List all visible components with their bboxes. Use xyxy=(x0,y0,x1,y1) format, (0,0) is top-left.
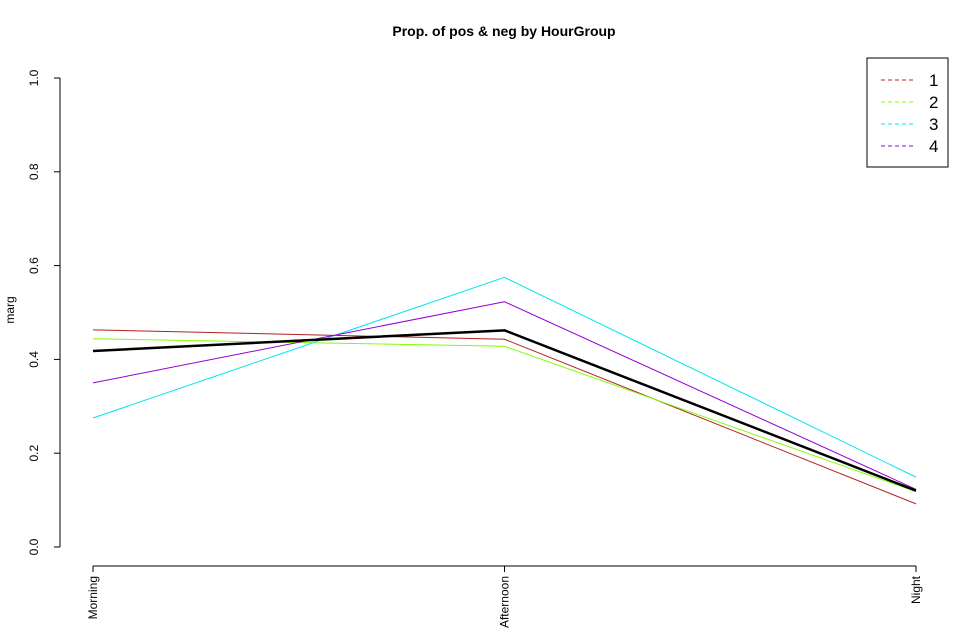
y-axis-title: marg xyxy=(3,296,17,323)
y-tick-label: 0.4 xyxy=(27,351,41,368)
series-line-2 xyxy=(92,338,917,493)
legend-label: 2 xyxy=(929,93,938,112)
legend: 1 2 3 4 xyxy=(866,57,949,168)
series-line-3 xyxy=(92,276,917,478)
legend-label: 1 xyxy=(929,71,938,90)
x-tick-label: Afternoon xyxy=(498,576,512,628)
series-line-4 xyxy=(92,301,917,490)
legend-box xyxy=(866,57,949,168)
x-tick-label: Night xyxy=(909,575,923,604)
y-tick-label: 1.0 xyxy=(27,69,41,86)
y-tick-label: 0.8 xyxy=(27,163,41,180)
y-tick-label: 0.0 xyxy=(27,538,41,555)
x-tick-label: Morning xyxy=(86,576,100,619)
y-axis: 0.0 0.2 0.4 0.6 0.8 1.0 xyxy=(27,69,61,555)
series-layer xyxy=(92,276,917,505)
y-tick-label: 0.6 xyxy=(27,257,41,274)
legend-label: 4 xyxy=(929,137,938,156)
y-tick-label: 0.2 xyxy=(27,445,41,462)
x-axis: Morning Afternoon Night xyxy=(86,565,923,628)
series-line-bold xyxy=(92,329,917,492)
legend-label: 3 xyxy=(929,115,938,134)
series-line-1 xyxy=(92,329,917,505)
chart-title: Prop. of pos & neg by HourGroup xyxy=(392,23,615,39)
